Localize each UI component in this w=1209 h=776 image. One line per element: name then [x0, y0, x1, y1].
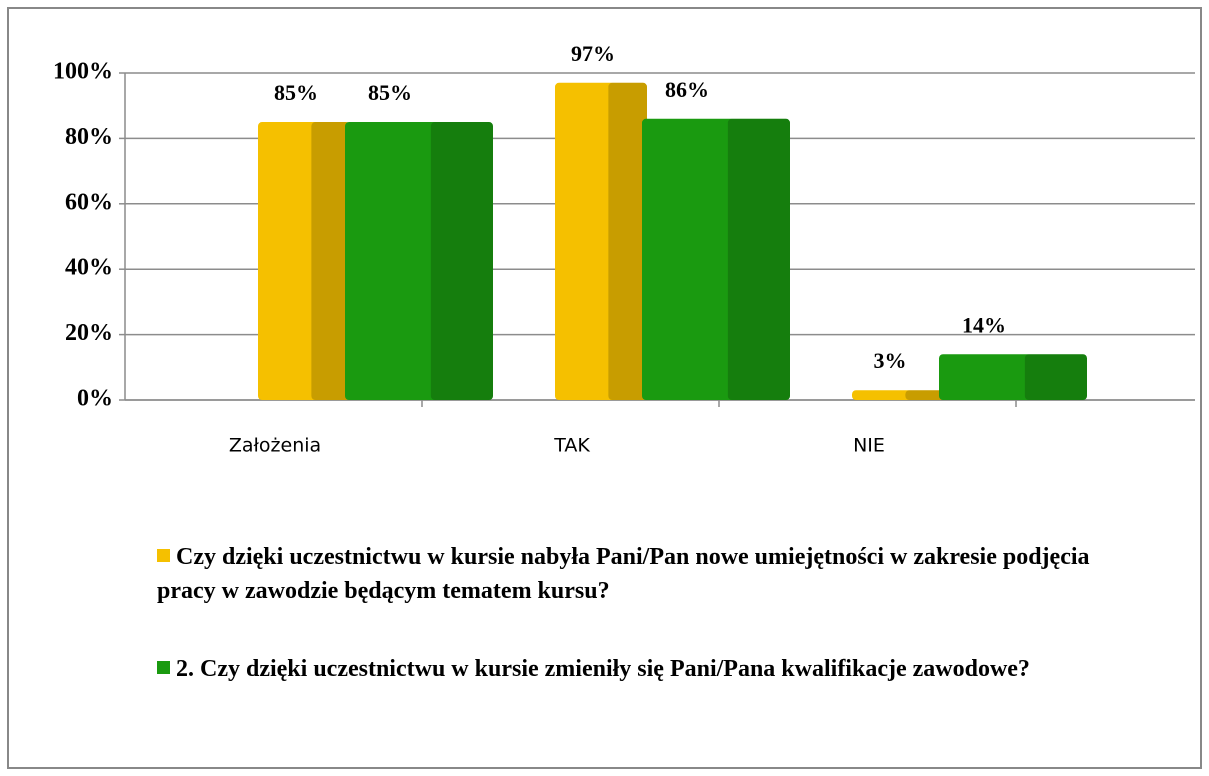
bar-shade [311, 122, 350, 401]
bar [852, 390, 944, 400]
bar-shade [905, 390, 944, 400]
x-tick-label: NIE [853, 435, 885, 457]
legend-label: 2. Czy dzięki uczestnictwu w kursie zmie… [176, 656, 1030, 682]
bar [642, 118, 790, 400]
bar [939, 354, 1087, 400]
value-label: 97% [571, 41, 615, 66]
value-label: 14% [962, 312, 1006, 337]
bar-shade [1024, 354, 1087, 400]
y-tick-label: 0% [77, 386, 113, 412]
y-tick-label: 100% [53, 59, 113, 85]
bar-shade [430, 122, 493, 401]
value-label: 85% [274, 80, 318, 105]
legend-swatch [157, 549, 170, 562]
bar [555, 82, 647, 400]
y-tick-label: 40% [65, 255, 113, 281]
chart-border [7, 7, 1202, 769]
bar [258, 122, 350, 401]
bar-shade [608, 82, 647, 400]
value-label: 86% [665, 77, 709, 102]
x-tick-label: Założenia [229, 435, 321, 457]
y-tick-label: 80% [65, 124, 113, 150]
y-tick-label: 20% [65, 320, 113, 346]
bar [345, 122, 493, 401]
value-label: 3% [874, 348, 907, 373]
legend-swatch [157, 661, 170, 674]
legend-entry: 2. Czy dzięki uczestnictwu w kursie zmie… [157, 652, 1117, 686]
y-tick-label: 60% [65, 189, 113, 215]
legend-label: Czy dzięki uczestnictwu w kursie nabyła … [157, 544, 1090, 604]
x-tick-label: TAK [553, 435, 590, 457]
value-label: 85% [368, 80, 412, 105]
bar-shade [727, 118, 790, 400]
legend-entry: Czy dzięki uczestnictwu w kursie nabyła … [157, 540, 1117, 608]
